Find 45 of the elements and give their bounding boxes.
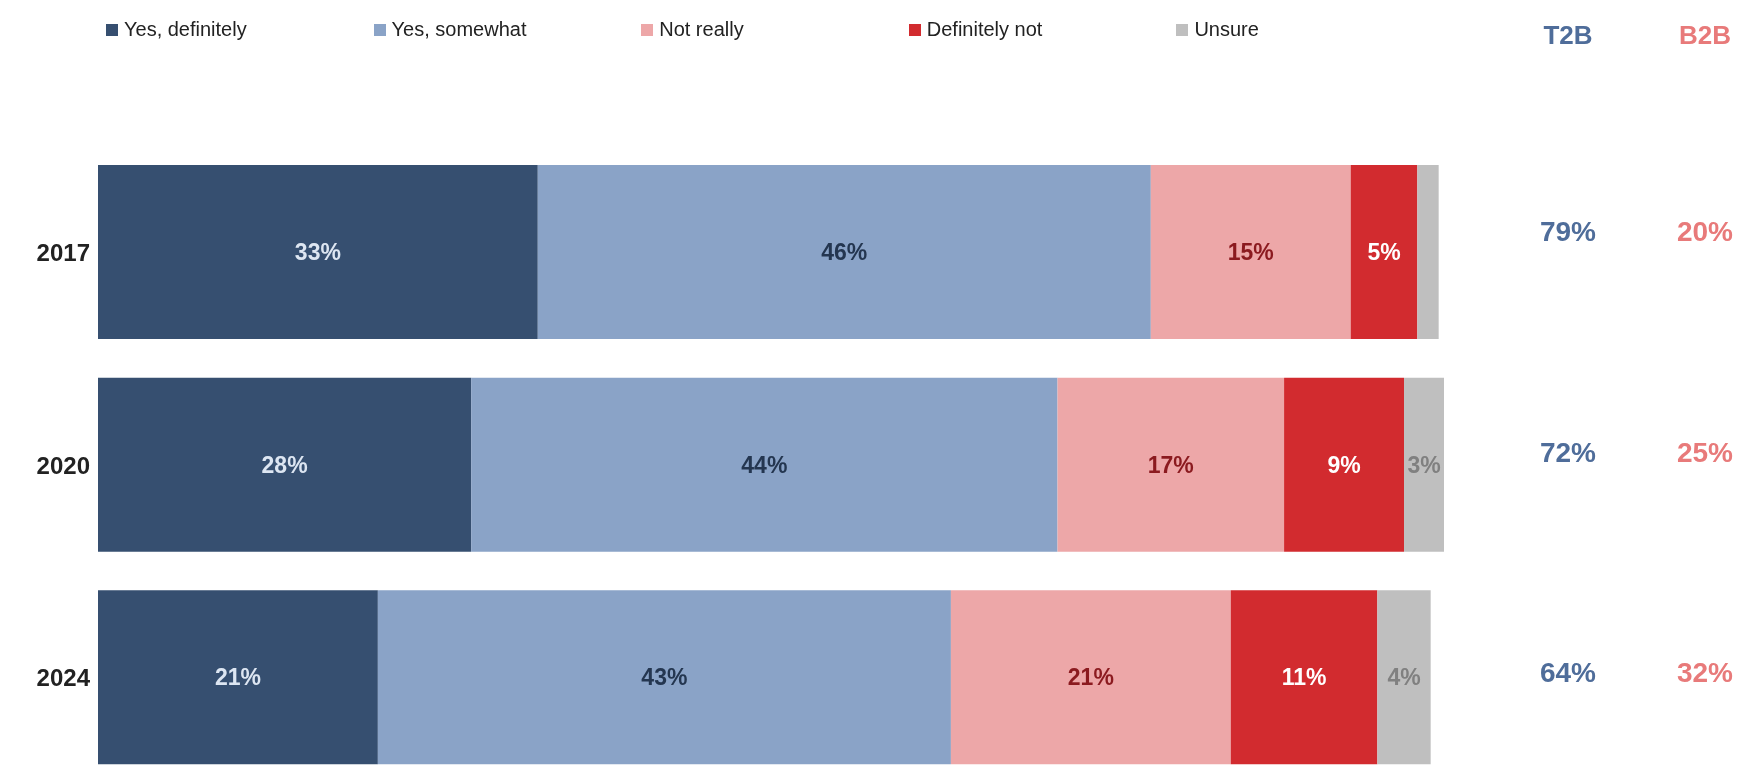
data-label: 33% [294,239,341,265]
text: 20% [1675,216,1734,249]
bar [1284,377,1405,552]
text: 32% [1675,656,1734,689]
data-label: 21% [214,664,261,691]
bar [1057,377,1285,552]
legend-label: Yes, definitely [124,18,247,41]
bar [98,165,538,339]
data-label: 11% [1281,664,1327,691]
legend-label: Unsure [1194,18,1259,41]
bar [471,377,1058,552]
legend-label: Not really [659,18,744,41]
data-label: 9% [1327,451,1361,478]
text: 72% [1538,436,1597,469]
data-label: 21% [1067,664,1114,691]
y-tick-label: 2020 [36,451,90,479]
y-tick-label: 2017 [36,238,90,266]
data-label: 4% [1387,664,1421,691]
bar [98,377,472,552]
data-label: 44% [741,451,788,478]
legend-label: Definitely not [926,18,1043,41]
bar [950,590,1231,765]
text: T2B [1542,20,1594,51]
bar [98,590,378,765]
text: 25% [1675,436,1734,469]
bar [1230,590,1378,765]
data-label: 46% [821,239,868,265]
bar [377,590,951,765]
y-tick-label: 2024 [36,664,91,692]
data-label: 5% [1367,239,1401,265]
legend-label: Yes, somewhat [391,18,527,41]
text: B2B [1678,20,1732,51]
text: 79% [1538,216,1597,249]
text: 64% [1538,656,1597,689]
bar [537,165,1151,339]
bar [1377,590,1431,765]
data-label: 3% [1407,451,1441,478]
bar [1404,377,1444,552]
bar [1417,165,1439,339]
bar [1150,165,1351,339]
data-label: 17% [1147,451,1194,478]
bar [1350,165,1418,339]
data-label: 28% [261,451,308,478]
data-label: 43% [641,664,688,691]
data-label: 15% [1227,239,1274,265]
